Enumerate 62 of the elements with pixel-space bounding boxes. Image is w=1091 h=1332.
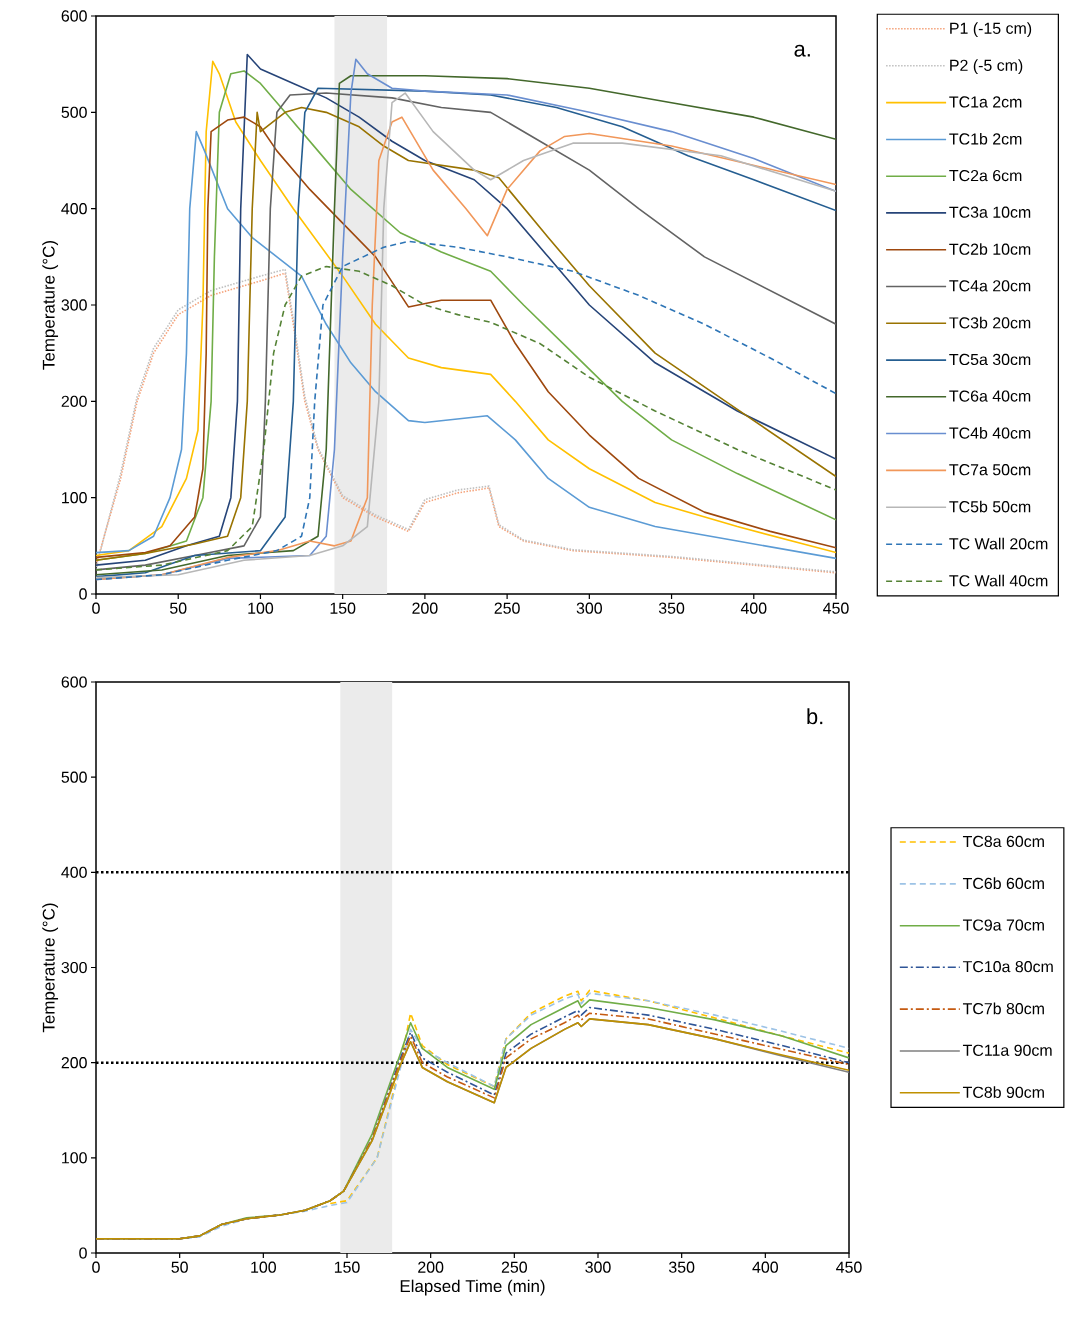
y-tick-label: 600: [61, 676, 87, 688]
x-tick-label: 0: [92, 1261, 100, 1273]
y-tick-label: 400: [61, 203, 87, 215]
annotation: a.: [794, 44, 810, 57]
legend-label: TC Wall 40cm: [949, 574, 1048, 587]
x-tick-label: 200: [412, 602, 438, 614]
legend-label: TC4b 40cm: [949, 427, 1031, 439]
x-tick-label: 0: [92, 602, 100, 614]
x-tick-label: 250: [494, 602, 520, 614]
legend-label: TC5b 50cm: [949, 500, 1031, 513]
y-tick-label: 200: [61, 1057, 87, 1069]
y-axis-title: Temperature (°C): [42, 903, 59, 1033]
x-tick-label: 450: [823, 602, 849, 614]
legend-label: TC7a 50cm: [949, 464, 1031, 476]
legend-label: TC9a 70cm: [962, 919, 1044, 931]
y-tick-label: 400: [61, 866, 87, 878]
legend-label: TC6b 60cm: [962, 877, 1044, 890]
y-tick-label: 200: [61, 395, 87, 407]
x-tick-label: 100: [248, 602, 274, 614]
legend-label: TC1b 2cm: [949, 132, 1022, 145]
legend-label: TC2a 6cm: [949, 169, 1022, 182]
y-tick-label: 300: [61, 299, 87, 311]
y-tick-label: 600: [61, 10, 87, 22]
legend-label: TC Wall 20cm: [949, 537, 1048, 550]
legend-label: TC7b 80cm: [962, 1002, 1044, 1015]
legend-label: TC10a 80cm: [962, 961, 1053, 973]
x-tick-label: 150: [334, 1261, 360, 1273]
x-tick-label: 450: [836, 1261, 862, 1273]
x-tick-label: 350: [658, 602, 685, 614]
legend-label: TC2b 10cm: [949, 243, 1031, 255]
x-tick-label: 400: [740, 602, 767, 614]
legend-label: TC6a 40cm: [949, 390, 1031, 402]
legend-label: P1 (-15 cm): [950, 22, 1032, 38]
x-tick-label: 400: [752, 1261, 778, 1273]
legend-label: TC4a 20cm: [949, 280, 1031, 292]
legend-label: TC3a 10cm: [949, 206, 1031, 218]
legend-label: P2 (-5 cm): [950, 59, 1023, 75]
x-tick-label: 300: [585, 1261, 611, 1273]
annotation: b.: [807, 708, 823, 725]
x-axis-title: Elapsed Time (min): [400, 1279, 545, 1296]
x-tick-label: 150: [330, 602, 356, 614]
y-tick-label: 0: [79, 588, 87, 600]
legend-label: TC1a 2cm: [949, 96, 1022, 108]
y-tick-label: 300: [61, 961, 87, 974]
x-tick-label: 100: [251, 1261, 276, 1273]
x-tick-label: 300: [576, 602, 602, 614]
legend-label: TC3b 20cm: [949, 316, 1031, 329]
x-tick-label: 50: [170, 602, 187, 614]
legend-label: TC8b 90cm: [962, 1086, 1044, 1098]
y-axis-title: Temperature (°C): [42, 241, 59, 370]
legend-label: TC8a 60cm: [962, 835, 1044, 848]
y-tick-label: 500: [61, 771, 87, 783]
legend-label: TC5a 30cm: [949, 353, 1031, 366]
y-tick-label: 100: [62, 1152, 87, 1164]
y-tick-label: 100: [62, 492, 87, 504]
x-tick-label: 50: [171, 1261, 188, 1273]
legend-label: TC11a 90cm: [962, 1044, 1052, 1056]
y-tick-label: 500: [61, 106, 87, 118]
y-tick-label: 0: [79, 1247, 87, 1259]
x-tick-label: 350: [668, 1261, 695, 1273]
x-tick-label: 250: [501, 1261, 527, 1273]
x-tick-label: 200: [418, 1261, 444, 1273]
